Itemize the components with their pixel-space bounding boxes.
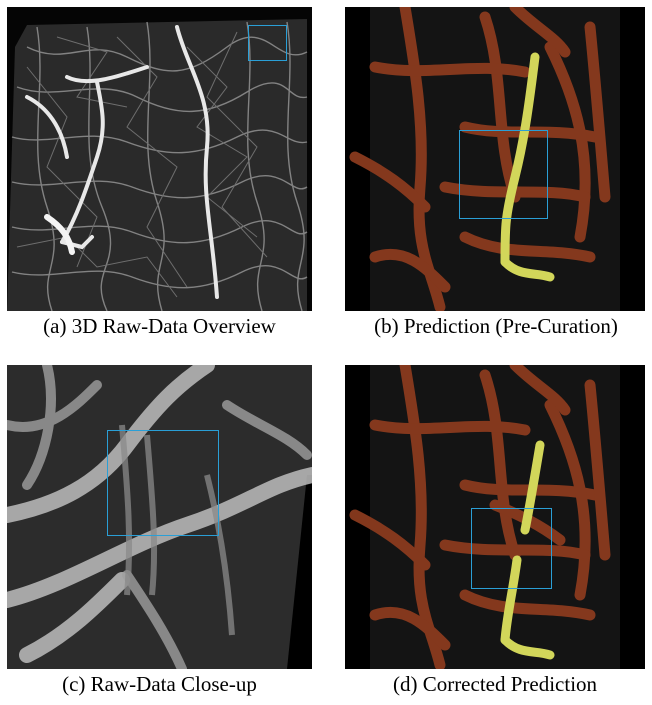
prediction-pre-curation-image (345, 7, 645, 311)
caption-a: (a) 3D Raw-Data Overview (43, 314, 276, 338)
corrected-prediction-image (345, 365, 645, 669)
raw-data-overview-image (7, 7, 312, 311)
roi-box-closeup (107, 430, 219, 536)
caption-c: (c) Raw-Data Close-up (62, 672, 257, 696)
roi-box-overview (248, 25, 287, 61)
caption-b: (b) Prediction (Pre-Curation) (374, 314, 618, 338)
caption-d: (d) Corrected Prediction (392, 672, 598, 696)
roi-box-prediction (459, 130, 548, 219)
raw-data-closeup-image (7, 365, 312, 669)
roi-box-corrected (471, 508, 552, 589)
